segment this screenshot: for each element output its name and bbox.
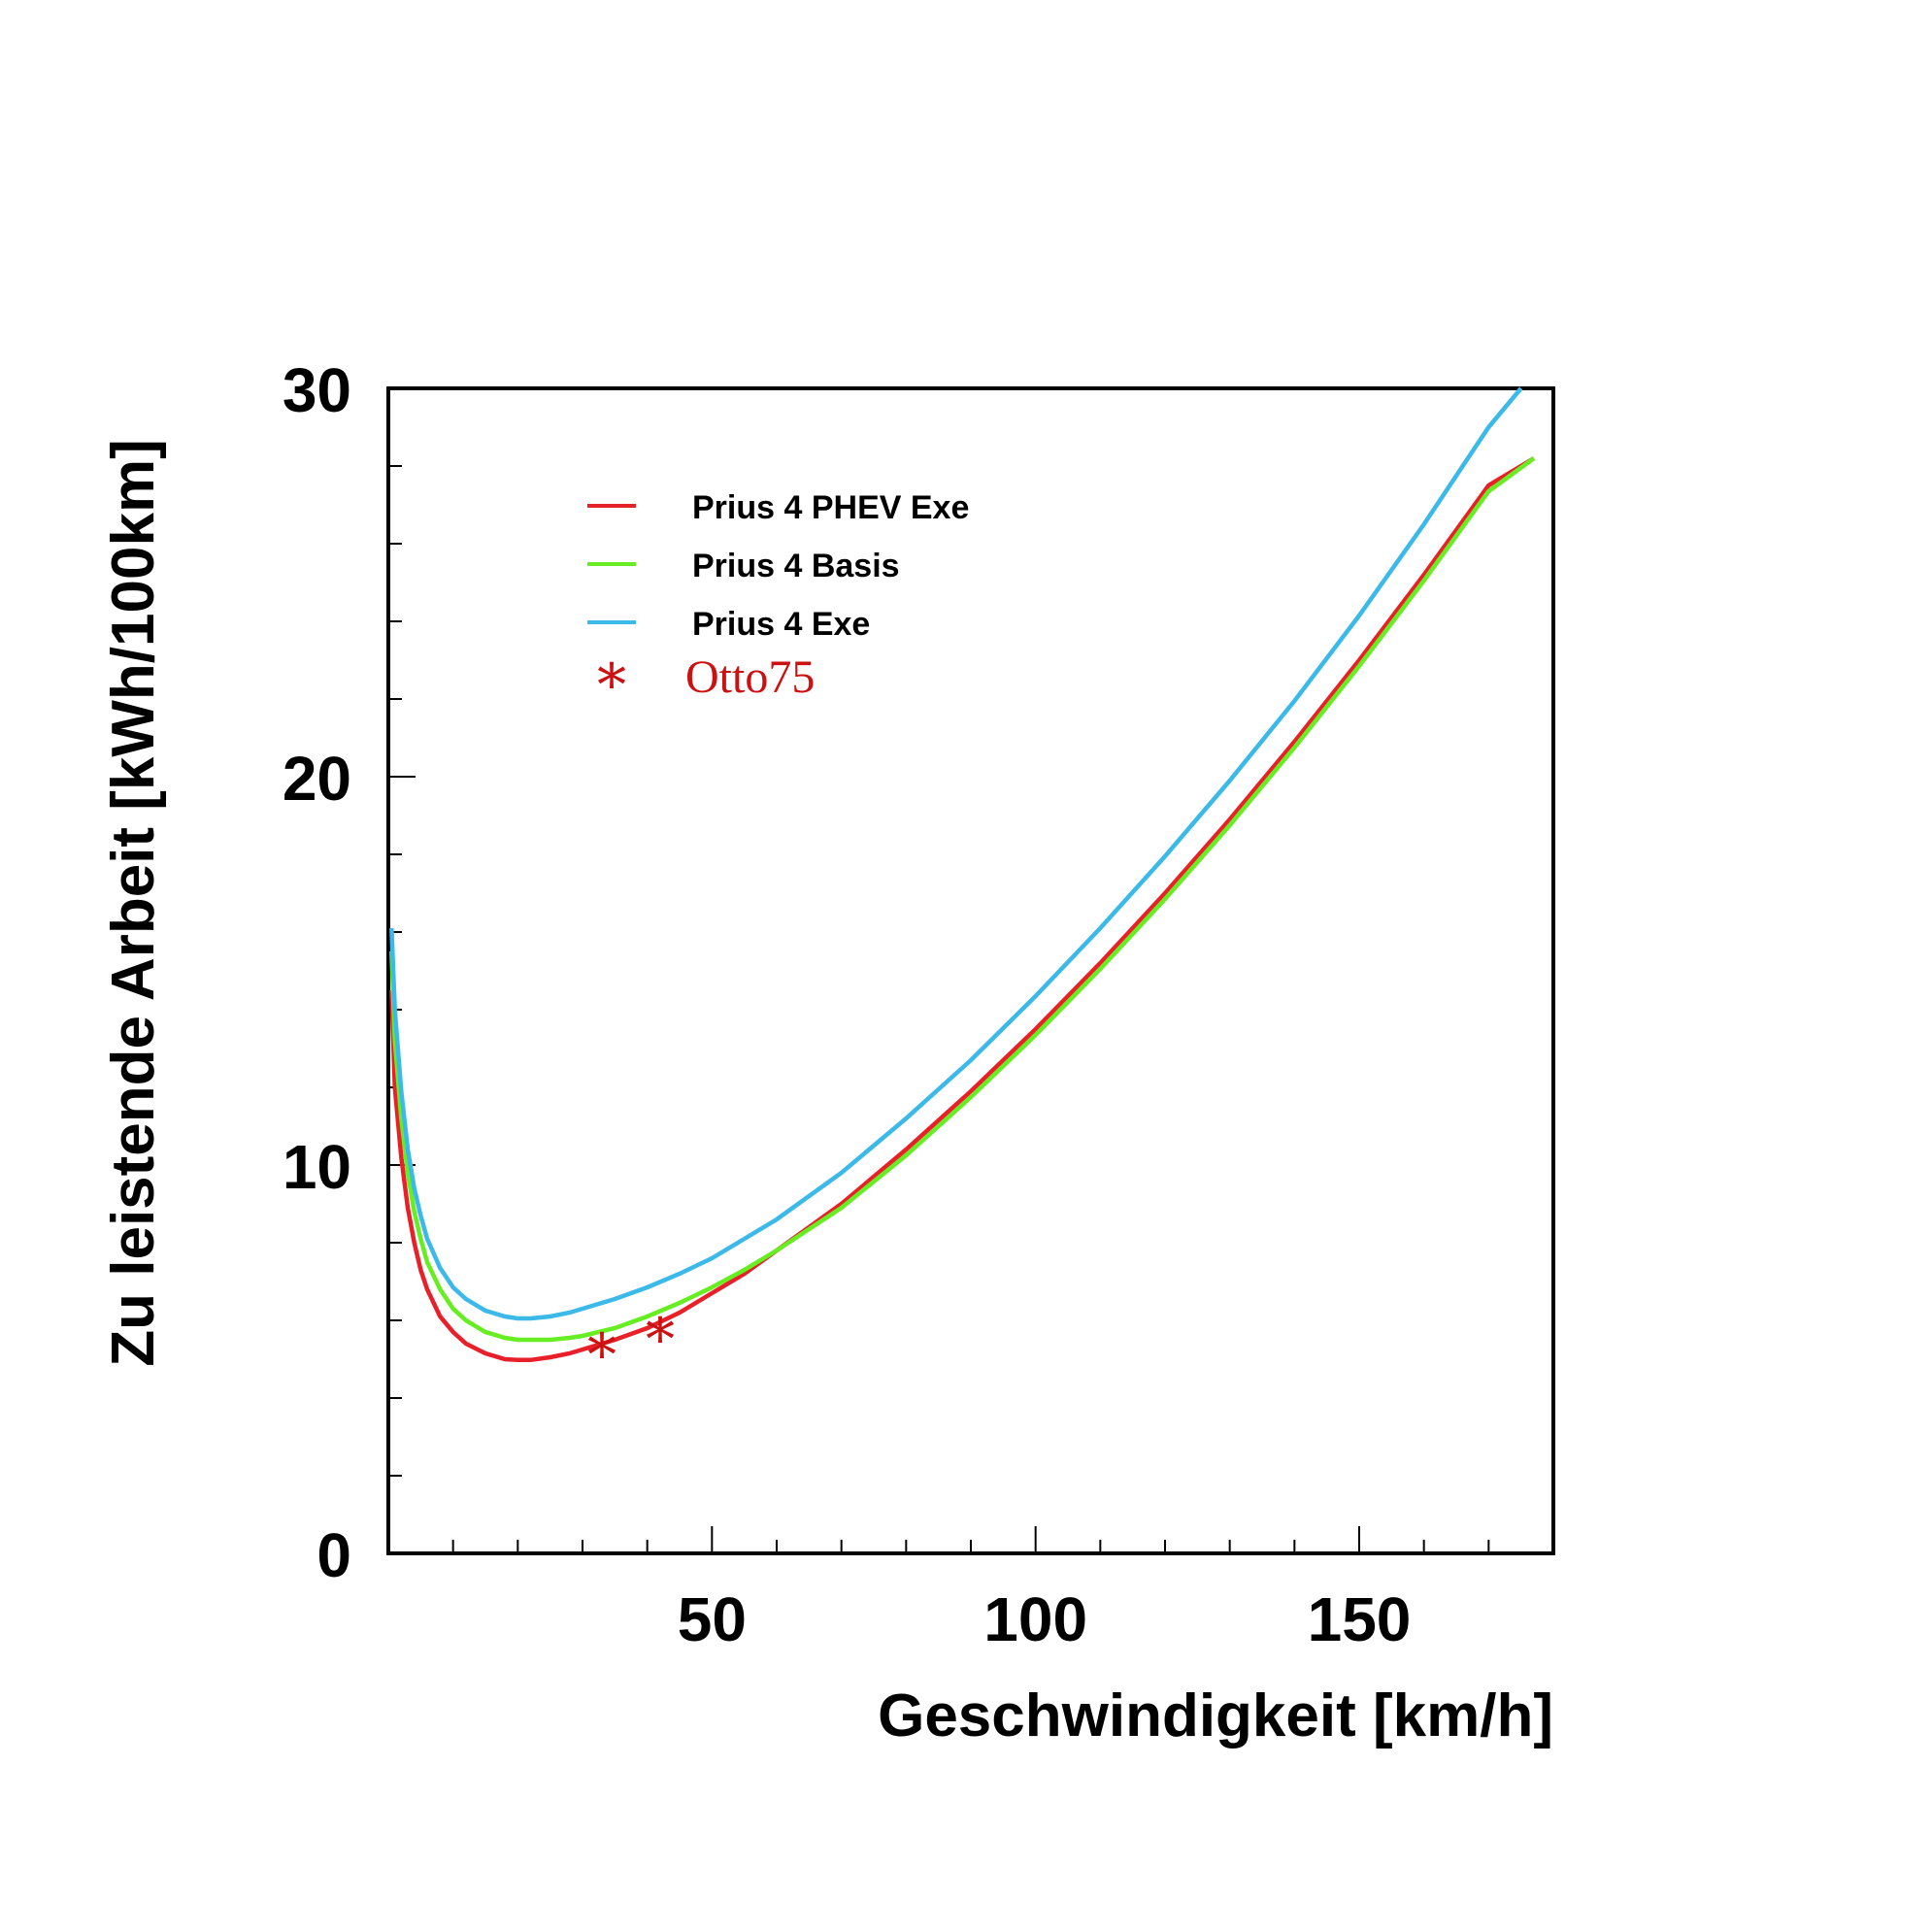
legend-label-prius-4-basis: Prius 4 Basis [692, 548, 900, 584]
legend-marker-otto75: * [597, 651, 626, 719]
axis-tick-labels: 50 100 150 0 10 20 30 [283, 355, 1412, 1654]
x-tick-label: 100 [983, 1584, 1087, 1654]
legend-label-prius-4-exe: Prius 4 Exe [692, 606, 870, 643]
y-tick-label: 0 [316, 1520, 351, 1590]
y-axis-title: Zu leistende Arbeit [kWh/100km] [100, 439, 167, 1366]
series-group [389, 386, 1536, 1363]
x-tick-label: 50 [678, 1584, 747, 1654]
otto75-markers: * * [587, 1306, 675, 1389]
series-line-prius-4-exe [389, 386, 1523, 1321]
x-tick-label: 150 [1308, 1584, 1412, 1654]
plot-frame [386, 386, 1555, 1555]
y-tick-label: 20 [283, 744, 351, 814]
otto75-marker: * [587, 1321, 616, 1389]
series-line-prius-4-basis [389, 456, 1536, 1343]
legend-label-prius-4-phev-exe: Prius 4 PHEV Exe [692, 489, 969, 526]
legend: Prius 4 PHEV Exe Prius 4 Basis Prius 4 E… [587, 489, 969, 719]
x-axis-title: Geschwindigkeit [km/h] [878, 1682, 1553, 1749]
y-tick-label: 30 [283, 355, 351, 425]
axis-ticks [388, 465, 1490, 1553]
y-tick-label: 10 [283, 1132, 351, 1202]
series-line-prius-4-phev-exe [389, 456, 1536, 1363]
legend-label-otto75: Otto75 [685, 651, 815, 703]
otto75-marker: * [646, 1306, 675, 1374]
